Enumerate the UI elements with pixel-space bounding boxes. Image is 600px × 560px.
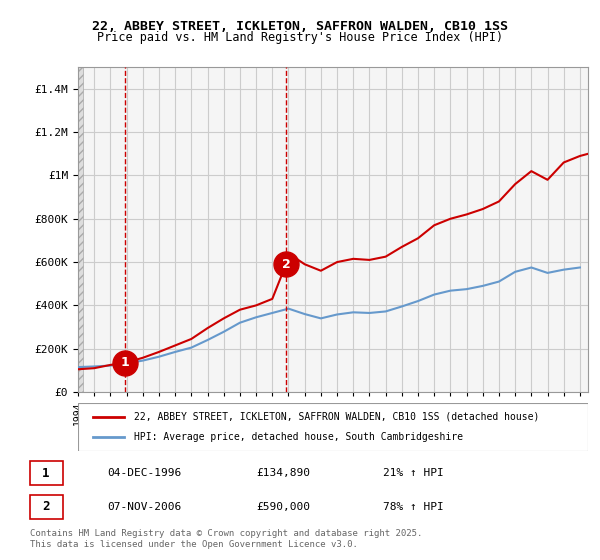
Text: Contains HM Land Registry data © Crown copyright and database right 2025.
This d: Contains HM Land Registry data © Crown c… <box>30 529 422 549</box>
Text: £590,000: £590,000 <box>256 502 310 512</box>
Text: 21% ↑ HPI: 21% ↑ HPI <box>383 468 443 478</box>
Text: 78% ↑ HPI: 78% ↑ HPI <box>383 502 443 512</box>
Text: 07-NOV-2006: 07-NOV-2006 <box>107 502 181 512</box>
Text: Price paid vs. HM Land Registry's House Price Index (HPI): Price paid vs. HM Land Registry's House … <box>97 31 503 44</box>
Text: 1: 1 <box>121 356 130 369</box>
Text: 1: 1 <box>43 466 50 480</box>
FancyBboxPatch shape <box>29 461 62 486</box>
Text: £134,890: £134,890 <box>256 468 310 478</box>
FancyBboxPatch shape <box>78 403 588 451</box>
Text: 22, ABBEY STREET, ICKLETON, SAFFRON WALDEN, CB10 1SS (detached house): 22, ABBEY STREET, ICKLETON, SAFFRON WALD… <box>134 412 539 422</box>
Text: 04-DEC-1996: 04-DEC-1996 <box>107 468 181 478</box>
Text: 2: 2 <box>43 500 50 514</box>
Text: 22, ABBEY STREET, ICKLETON, SAFFRON WALDEN, CB10 1SS: 22, ABBEY STREET, ICKLETON, SAFFRON WALD… <box>92 20 508 32</box>
Text: 2: 2 <box>281 258 290 270</box>
Text: HPI: Average price, detached house, South Cambridgeshire: HPI: Average price, detached house, Sout… <box>134 432 463 442</box>
FancyBboxPatch shape <box>29 494 62 519</box>
